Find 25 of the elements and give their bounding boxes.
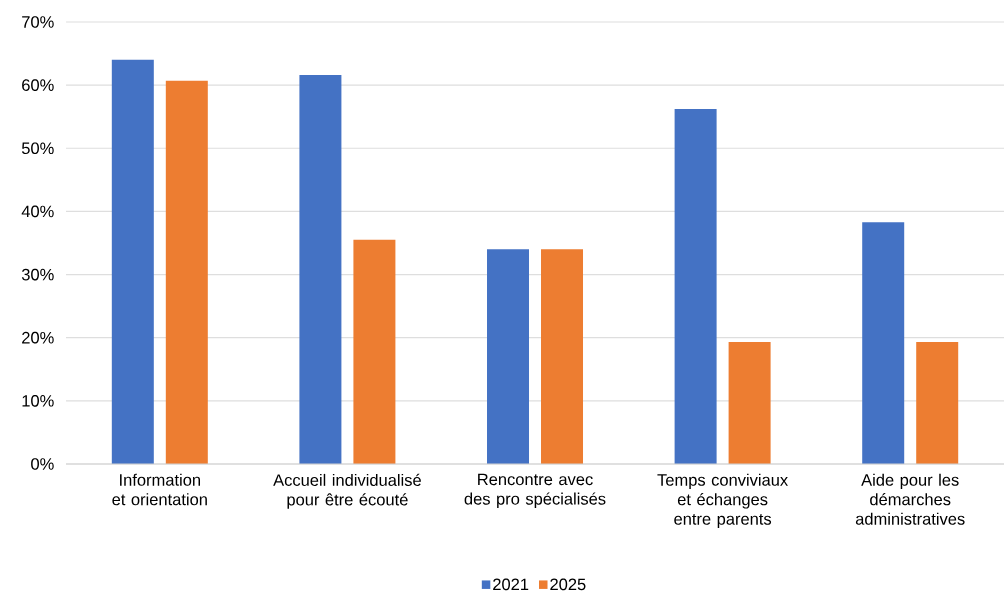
bar <box>916 342 959 464</box>
x-tick-label: Rencontre avec des pro spécialisés <box>464 473 606 508</box>
bar <box>111 59 154 464</box>
bar <box>728 342 771 464</box>
x-tick-label: Accueil individualisé pour être écouté <box>273 473 421 509</box>
legend-label: 2021 <box>493 578 529 591</box>
y-tick-label: 20% <box>22 331 54 344</box>
x-tick-label: Aide pour les démarches administratives <box>855 473 965 525</box>
bar <box>353 239 396 464</box>
bar <box>674 109 717 464</box>
x-tick-label: Information et orientation <box>112 473 207 506</box>
bar <box>165 80 208 464</box>
bar <box>299 75 342 464</box>
y-tick-label: 10% <box>22 395 54 407</box>
bar <box>862 222 905 464</box>
legend-label: 2025 <box>550 578 586 591</box>
x-tick-label: Temps conviviaux et échanges entre parents <box>657 473 788 529</box>
y-tick-label: 0% <box>31 458 54 470</box>
y-tick-label: 40% <box>21 205 54 218</box>
y-tick-label: 70% <box>22 16 54 28</box>
bar <box>541 249 584 464</box>
bar <box>487 249 530 464</box>
y-tick-label: 50% <box>21 142 54 155</box>
y-tick-label: 60% <box>22 79 54 91</box>
y-tick-label: 30% <box>21 268 54 281</box>
